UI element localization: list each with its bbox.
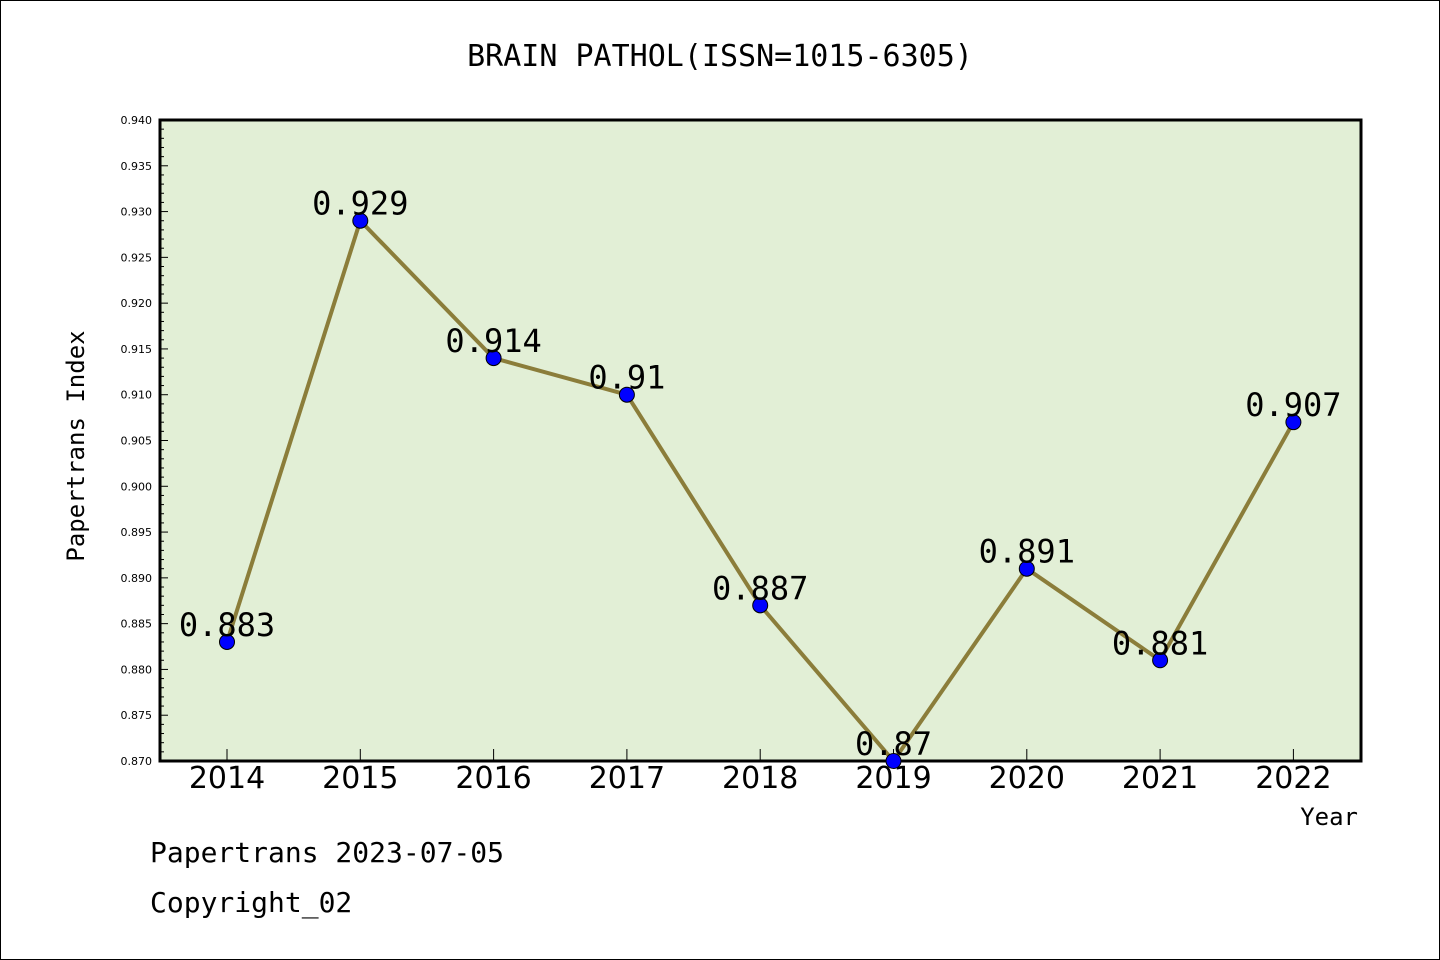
data-point (618, 386, 635, 403)
x-tick-label: 2018 (722, 761, 798, 796)
data-label: 0.891 (979, 533, 1075, 571)
data-label: 0.914 (445, 322, 541, 360)
x-tick-label: 2017 (589, 761, 665, 796)
footer-copyright: Copyright_02 (150, 886, 353, 919)
data-label: 0.907 (1245, 386, 1341, 424)
data-point (885, 753, 902, 769)
y-tick-label: 0.940 (121, 114, 153, 127)
data-point (485, 350, 502, 367)
x-tick-label: 2020 (989, 761, 1065, 796)
y-tick-label: 0.935 (121, 160, 153, 173)
y-tick-label: 0.905 (121, 435, 153, 448)
y-tick-label: 0.870 (121, 755, 153, 768)
x-tick-label: 2015 (322, 761, 398, 796)
series-layer: 0.883 0.929 0.914 0.91 0.887 0.87 0.891 0.881 0.… (179, 185, 1342, 769)
data-label: 0.883 (179, 606, 275, 644)
y-axis: 0.870 0.875 0.880 0.885 0.890 0.895 0.900 0.905… (121, 114, 168, 768)
y-tick-label: 0.885 (121, 618, 153, 631)
data-point (352, 212, 369, 229)
x-axis-label: Year (1300, 803, 1358, 831)
data-label: 0.881 (1112, 624, 1208, 662)
y-tick-label: 0.895 (121, 526, 153, 539)
data-point (219, 633, 235, 650)
data-point (1285, 414, 1302, 431)
footer-date: Papertrans 2023-07-05 (150, 836, 505, 869)
y-tick-label: 0.925 (121, 251, 153, 264)
y-tick-label: 0.875 (121, 709, 153, 722)
data-point (1018, 560, 1035, 577)
y-tick-label: 0.900 (121, 480, 153, 493)
x-tick-label: 2014 (189, 761, 265, 796)
x-tick-label: 2022 (1255, 761, 1331, 796)
y-axis-label: Papertrans Index (62, 330, 90, 561)
data-point (1152, 652, 1169, 669)
y-tick-label: 0.930 (121, 206, 153, 219)
data-label: 0.929 (312, 185, 408, 223)
chart-title: BRAIN PATHOL(ISSN=1015-6305) (467, 39, 973, 74)
x-tick-label: 2021 (1122, 761, 1198, 796)
data-point (752, 597, 769, 614)
x-axis: 2014 2015 2016 2017 2018 2019 2020 2021 2022 (189, 749, 1332, 796)
y-tick-label: 0.910 (121, 389, 153, 402)
data-label: 0.87 (855, 725, 932, 763)
y-tick-label: 0.920 (121, 297, 153, 310)
y-tick-label: 0.890 (121, 572, 153, 585)
y-tick-label: 0.880 (121, 663, 153, 676)
data-label: 0.887 (712, 569, 808, 607)
y-tick-label: 0.915 (121, 343, 153, 356)
x-tick-label: 2016 (455, 761, 531, 796)
data-label: 0.91 (588, 359, 665, 397)
